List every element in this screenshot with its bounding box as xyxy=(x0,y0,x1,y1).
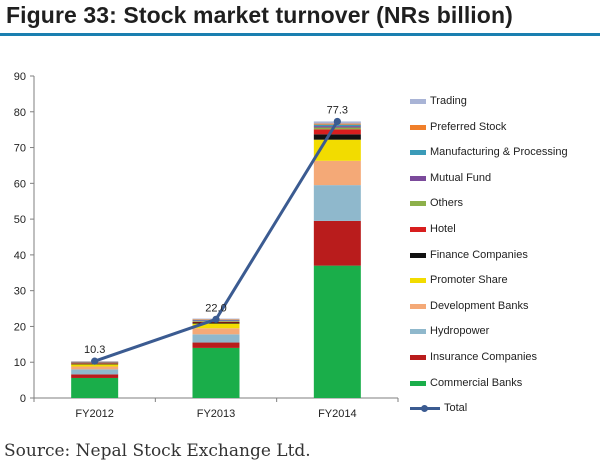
x-tick-label: FY2013 xyxy=(197,408,236,420)
bar-segment-development-banks xyxy=(71,366,119,370)
legend-label: Trading xyxy=(430,95,467,107)
y-tick-label: 90 xyxy=(14,71,26,83)
legend-label: Insurance Companies xyxy=(430,350,538,363)
bar-segment-others xyxy=(313,127,361,130)
bar-segment-hydropower xyxy=(313,185,361,221)
bar-segment-hotel xyxy=(313,129,361,135)
legend-swatch xyxy=(410,354,426,360)
legend-item: Promoter Share xyxy=(406,269,596,295)
legend-item: Insurance Companies xyxy=(406,346,596,372)
bar-segment-manufacturing-processing xyxy=(313,124,361,127)
bar-segment-insurance-companies xyxy=(313,220,361,266)
legend-marker xyxy=(421,405,428,413)
x-tick-label: FY2014 xyxy=(318,408,357,420)
total-point xyxy=(91,357,99,365)
legend-item: Hydropower xyxy=(406,320,596,346)
y-tick-label: 30 xyxy=(14,286,26,298)
y-tick-label: 10 xyxy=(14,357,26,369)
bar-segment-commercial-banks xyxy=(313,265,361,398)
legend-item: Preferred Stock xyxy=(406,116,596,142)
legend-item: Total xyxy=(406,397,596,423)
legend-label: Hydropower xyxy=(430,325,490,338)
bar-segment-hydropower xyxy=(192,334,240,343)
legend-label: Others xyxy=(430,197,464,210)
legend-label: Development Banks xyxy=(430,299,529,312)
bar-segment-insurance-companies xyxy=(192,342,240,348)
bar-segment-promoter-share xyxy=(71,364,119,367)
legend-label: Hotel xyxy=(430,222,456,235)
total-data-label: 77.3 xyxy=(327,104,348,116)
bar-segment-finance-companies xyxy=(192,322,240,324)
bar-segment-development-banks xyxy=(313,160,361,186)
legend-label: Total xyxy=(444,402,468,415)
legend-label: Promoter Share xyxy=(430,274,508,287)
legend-label: Finance Companies xyxy=(430,248,528,261)
legend-item: Others xyxy=(406,192,596,218)
legend-swatch xyxy=(410,303,426,309)
source-note: Source: Nepal Stock Exchange Ltd. xyxy=(4,441,311,461)
legend-item: Trading xyxy=(406,90,596,116)
x-tick-label: FY2012 xyxy=(75,408,114,420)
bar-segment-hydropower xyxy=(71,369,119,375)
legend-label: Mutual Fund xyxy=(430,171,492,184)
legend-swatch xyxy=(410,99,426,104)
legend-item: Hotel xyxy=(406,218,596,244)
legend-label: Commercial Banks xyxy=(430,376,523,389)
total-point xyxy=(333,117,341,126)
legend-swatch xyxy=(410,201,426,207)
total-data-label: 10.3 xyxy=(84,344,105,356)
chart-legend: Trading Preferred Stock Manufacturing & Pr… xyxy=(406,90,596,423)
bar-segment-promoter-share xyxy=(313,139,361,161)
bar-segment-commercial-banks xyxy=(71,377,119,398)
y-tick-label: 40 xyxy=(14,250,26,262)
y-tick-label: 70 xyxy=(14,143,26,155)
legend-swatch xyxy=(410,124,426,130)
bar-segment-insurance-companies xyxy=(71,374,119,378)
y-tick-label: 0 xyxy=(20,393,26,405)
bar-segment-finance-companies xyxy=(313,134,361,140)
bar-segment-commercial-banks xyxy=(192,347,240,398)
figure-title: Figure 33: Stock market turnover (NRs bi… xyxy=(6,2,513,28)
legend-item: Development Banks xyxy=(406,295,596,321)
legend-item: Finance Companies xyxy=(406,244,596,270)
legend-label: Preferred Stock xyxy=(430,120,507,133)
y-tick-label: 80 xyxy=(14,107,26,119)
legend-item: Manufacturing & Processing xyxy=(406,141,596,167)
legend-swatch xyxy=(410,226,426,232)
y-tick-label: 20 xyxy=(14,321,26,333)
legend-swatch xyxy=(410,150,426,156)
legend-swatch xyxy=(410,380,426,386)
bar-segment-development-banks xyxy=(192,328,240,335)
legend-label: Manufacturing & Processing xyxy=(430,146,568,159)
y-tick-label: 50 xyxy=(14,214,26,226)
title-rule xyxy=(0,33,600,36)
y-tick-label: 60 xyxy=(14,178,26,190)
legend-swatch xyxy=(410,252,426,258)
legend-swatch xyxy=(410,175,426,181)
legend-swatch xyxy=(410,278,426,284)
legend-swatch xyxy=(410,329,426,335)
legend-item: Mutual Fund xyxy=(406,167,596,193)
total-point xyxy=(212,315,220,323)
bar-segment-mutual-fund xyxy=(313,126,361,128)
bar-segment-promoter-share xyxy=(192,323,240,329)
legend-item: Commercial Banks xyxy=(406,372,596,398)
total-data-label: 22.0 xyxy=(205,302,226,314)
